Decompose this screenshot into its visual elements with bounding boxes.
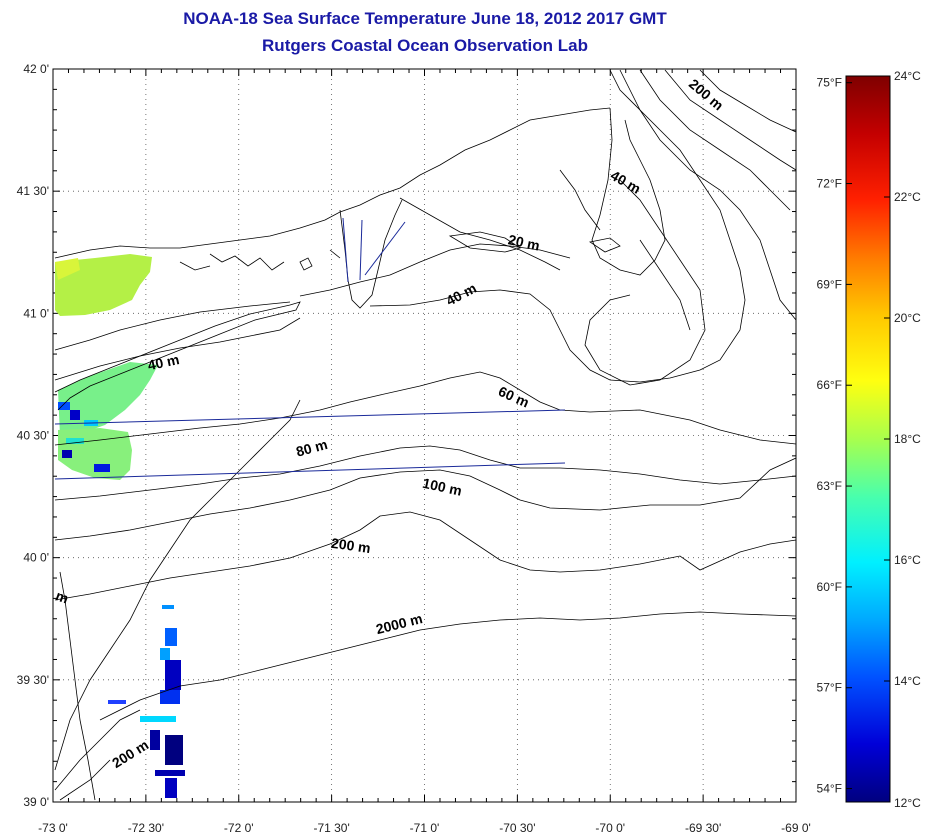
- lon-label: -71 30': [313, 821, 349, 835]
- isobaths: [54, 69, 796, 801]
- isobath-200m: [54, 511, 796, 601]
- isobath-60m: [54, 371, 796, 446]
- lon-label: -73 0': [38, 821, 68, 835]
- sst-pixel: [58, 402, 70, 410]
- isobath-40m-south: [54, 317, 301, 381]
- lon-label: -70 0': [595, 821, 625, 835]
- sst-patch-sound-edge: [55, 258, 80, 280]
- isobath-gom-4: [699, 69, 796, 133]
- fahrenheit-label: 60°F: [817, 580, 842, 594]
- graticule: [53, 69, 796, 802]
- fahrenheit-label: 66°F: [817, 378, 842, 392]
- ship-tracks: [54, 217, 566, 480]
- lat-label: 41 0': [23, 306, 49, 320]
- sst-pixel: [162, 605, 174, 609]
- nantucket: [588, 237, 621, 253]
- sst-pixel: [165, 735, 183, 765]
- ship-track: [364, 221, 406, 276]
- sst-pixel: [62, 450, 72, 458]
- lon-label: -69 30': [685, 821, 721, 835]
- sst-pixel: [140, 716, 176, 722]
- sst-pixel: [108, 700, 126, 704]
- isobath-80m: [54, 445, 796, 501]
- coastline: [54, 107, 706, 801]
- ship-track: [342, 217, 349, 283]
- map-subtitle: Rutgers Coastal Ocean Observation Lab: [262, 36, 588, 55]
- lon-label: -71 0': [410, 821, 440, 835]
- isobath-40m-north: [54, 69, 746, 383]
- fahrenheit-label: 75°F: [817, 76, 842, 90]
- lon-label: -70 30': [499, 821, 535, 835]
- isobath-canyon: [54, 709, 141, 801]
- axis-ticks: [52, 68, 797, 803]
- fahrenheit-label: 54°F: [817, 782, 842, 796]
- isobath-2000m: [99, 611, 796, 721]
- isobath-label: 80 m: [294, 436, 329, 460]
- celsius-label: 14°C: [894, 674, 921, 688]
- sst-pixel: [150, 730, 160, 750]
- cape-cod: [591, 107, 666, 276]
- sst-pixel: [165, 778, 177, 798]
- isobath-shelf-edge: [54, 399, 301, 771]
- fahrenheit-label: 63°F: [817, 479, 842, 493]
- celsius-label: 18°C: [894, 432, 921, 446]
- isobath-label: 200 m: [330, 535, 372, 556]
- ship-track: [359, 219, 363, 281]
- lat-label: 42 0': [23, 62, 49, 76]
- sst-pixel: [165, 628, 177, 646]
- sst-pixel: [94, 464, 110, 472]
- block-island: [299, 257, 313, 271]
- celsius-label: 12°C: [894, 796, 921, 810]
- new-jersey-coast: [59, 571, 96, 801]
- sst-patch-south-shore: [58, 362, 158, 436]
- isobath-label: 20 m: [507, 231, 542, 253]
- lat-label: 41 30': [17, 184, 49, 198]
- lat-label: 40 0': [23, 551, 49, 565]
- connecticut-coast: [54, 107, 611, 259]
- lat-label: 40 30': [17, 429, 49, 443]
- isobath-label: 40 m: [146, 351, 181, 373]
- colorbar-labels: 24°C 22°C 20°C 18°C 16°C 14°C 12°C 75°F 72°F 69°F…: [817, 69, 922, 810]
- colorbar: 24°C 22°C 20°C 18°C 16°C 14°C 12°C 75°F 72°F 69°F…: [817, 69, 922, 810]
- colorbar-ramp: [845, 75, 891, 803]
- lon-label: -72 30': [128, 821, 164, 835]
- celsius-label: 20°C: [894, 311, 921, 325]
- fahrenheit-label: 69°F: [817, 277, 842, 291]
- buzzards-bay: [399, 197, 561, 271]
- fahrenheit-label: 57°F: [817, 681, 842, 695]
- isobath-gom-3: [664, 69, 796, 171]
- celsius-label: 22°C: [894, 190, 921, 204]
- isobath-20m: [299, 243, 571, 297]
- fahrenheit-label: 72°F: [817, 177, 842, 191]
- isobath-gom-1: [619, 69, 796, 321]
- celsius-label: 24°C: [894, 69, 921, 83]
- sst-patches: [55, 254, 185, 798]
- isobath-gom-2: [639, 69, 791, 211]
- celsius-label: 16°C: [894, 553, 921, 567]
- marthas-vineyard: [448, 231, 521, 253]
- axis-labels: 42 0' 41 30' 41 0' 40 30' 40 0' 39 30' 39 0' -7…: [17, 62, 811, 835]
- isobath-label: m: [54, 587, 71, 606]
- sst-pixel: [165, 660, 181, 690]
- lon-label: -72 0': [224, 821, 254, 835]
- sst-pixel: [160, 690, 180, 704]
- isobath-100m: [54, 457, 796, 541]
- lat-label: 39 30': [17, 673, 49, 687]
- inshore-details: [179, 169, 706, 386]
- sst-pixel: [66, 438, 84, 444]
- lon-label: -69 0': [781, 821, 811, 835]
- ship-track: [54, 409, 566, 425]
- map-title: NOAA-18 Sea Surface Temperature June 18,…: [183, 9, 667, 28]
- ship-track: [54, 462, 566, 480]
- sst-pixel: [155, 770, 185, 776]
- sst-pixel: [70, 410, 80, 420]
- lat-label: 39 0': [23, 795, 49, 809]
- sst-pixel: [160, 648, 170, 660]
